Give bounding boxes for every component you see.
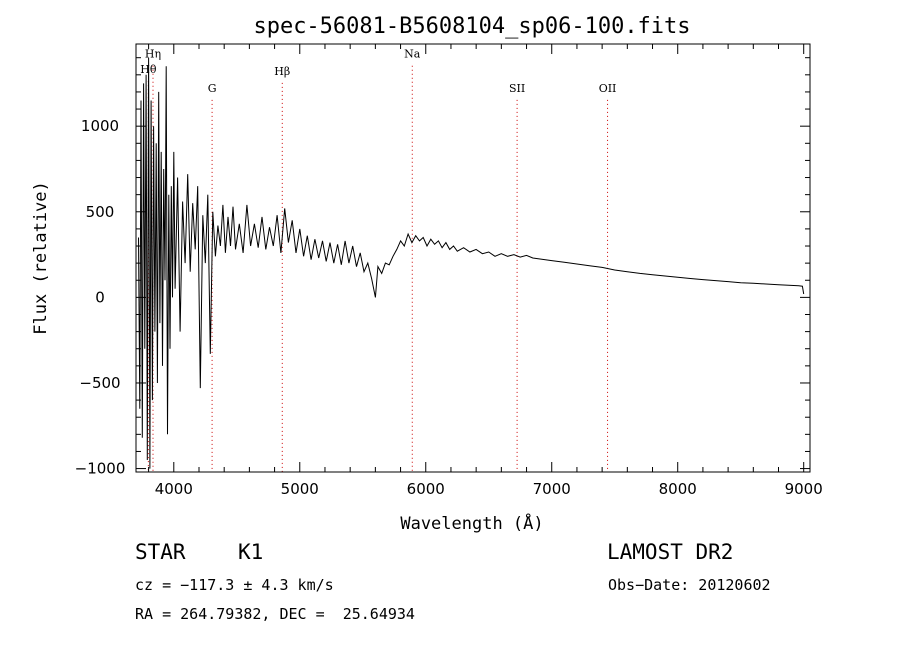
x-tick-label: 4000 bbox=[155, 480, 193, 498]
y-axis-label: Flux (relative) bbox=[31, 181, 51, 335]
survey-label: LAMOST DR2 bbox=[607, 540, 734, 564]
x-axis: 4000 5000 6000 7000 8000 9000 bbox=[148, 44, 823, 498]
spectral-line-label-0: Hη bbox=[145, 48, 161, 61]
x-tick-label: 5000 bbox=[281, 480, 319, 498]
spectral-line-label-2: G bbox=[208, 82, 217, 95]
x-tick-label: 8000 bbox=[659, 480, 697, 498]
spectral-line-label-5: SII bbox=[509, 82, 525, 95]
y-tick-label: 500 bbox=[86, 203, 115, 221]
chart-title: spec-56081-B5608104_sp06-100.fits bbox=[253, 14, 690, 39]
spectral-line-label-3: Hβ bbox=[274, 65, 290, 78]
spectral-line-label-6: OII bbox=[599, 82, 617, 95]
x-tick-label: 7000 bbox=[533, 480, 571, 498]
y-tick-label: −500 bbox=[79, 374, 120, 392]
spectrum-line-0 bbox=[138, 57, 805, 469]
x-tick-label: 6000 bbox=[407, 480, 445, 498]
x-axis-label: Wavelength (Å) bbox=[400, 512, 543, 534]
spectrum-series bbox=[138, 57, 805, 469]
x-tick-label: 9000 bbox=[785, 480, 823, 498]
redshift-velocity: cz = −117.3 ± 4.3 km/s bbox=[135, 576, 334, 594]
y-axis: −1000 −500 0 500 1000 bbox=[75, 57, 810, 478]
observation-date: Obs−Date: 20120602 bbox=[608, 576, 771, 594]
y-tick-label: 0 bbox=[95, 288, 105, 306]
sky-coordinates: RA = 264.79382, DEC = 25.64934 bbox=[135, 605, 415, 623]
object-class: STAR bbox=[135, 540, 186, 564]
y-tick-label: 1000 bbox=[81, 117, 119, 135]
y-tick-label: −1000 bbox=[75, 460, 126, 478]
spectral-line-label-4: Na bbox=[404, 48, 421, 61]
object-subclass: K1 bbox=[238, 540, 264, 564]
plot-frame bbox=[135, 43, 811, 473]
